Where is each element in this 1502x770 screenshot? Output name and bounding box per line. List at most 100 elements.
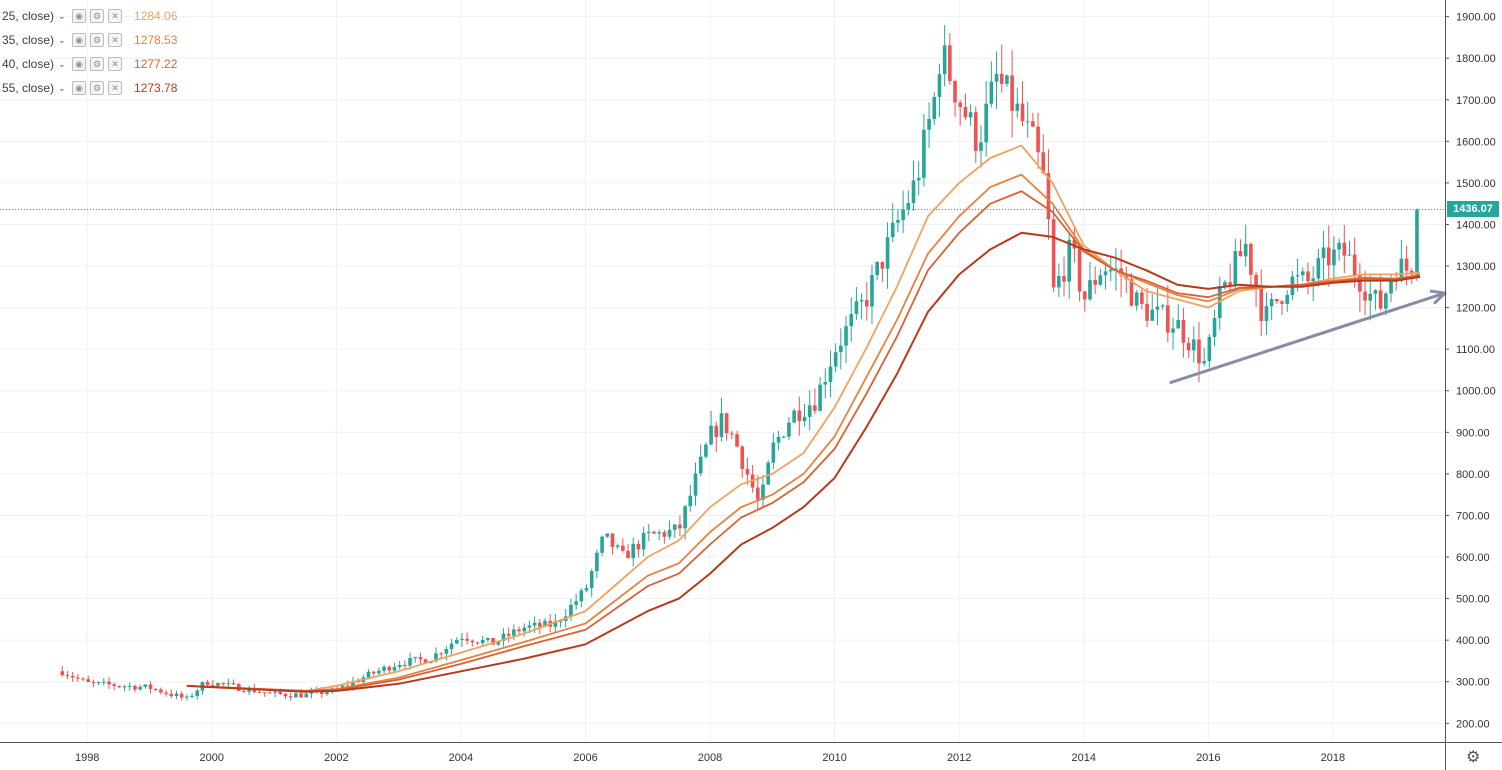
y-tick-label: 900.00 — [1456, 427, 1490, 439]
candle-body — [1285, 295, 1290, 304]
legend-value: 1273.78 — [134, 81, 178, 95]
chevron-down-icon[interactable]: ⌄ — [58, 58, 66, 69]
close-icon[interactable]: ✕ — [108, 57, 123, 71]
candle-body — [781, 436, 786, 438]
candle — [766, 460, 770, 486]
candle — [870, 264, 874, 324]
candle-body — [122, 686, 127, 688]
candle-body — [813, 405, 817, 411]
candlesticks — [60, 25, 1419, 701]
candle — [693, 462, 698, 506]
candle — [1015, 87, 1020, 118]
candle-body — [195, 690, 200, 696]
chart-settings-gear-icon[interactable]: ⚙ — [1466, 749, 1481, 766]
legend-label: 35, close) — [2, 33, 55, 47]
candle-body — [662, 532, 667, 537]
candle-body — [595, 552, 599, 572]
candle-body — [480, 639, 485, 644]
candle — [1140, 287, 1144, 310]
candle — [704, 442, 708, 459]
chevron-down-icon[interactable]: ⌄ — [58, 10, 66, 21]
candle — [1145, 288, 1149, 328]
candle-body — [501, 633, 506, 642]
y-tick-label: 400.00 — [1456, 635, 1490, 647]
candle-body — [1191, 339, 1196, 351]
candle-body — [262, 692, 267, 694]
gear-icon[interactable]: ⚙ — [90, 33, 105, 47]
close-icon[interactable]: ✕ — [108, 33, 123, 47]
candle — [833, 343, 838, 373]
candle — [672, 523, 677, 538]
candle-body — [174, 693, 179, 697]
candle-body — [70, 675, 75, 678]
legend-label: 25, close) — [2, 9, 55, 23]
eye-icon[interactable]: ◉ — [72, 57, 87, 71]
candle-body — [1093, 280, 1097, 285]
candle — [454, 637, 459, 644]
candle — [1228, 263, 1232, 294]
candle-body — [138, 686, 142, 690]
current-price-label: 1436.07 — [1447, 201, 1499, 218]
candle-body — [615, 545, 620, 547]
candle-body — [387, 666, 392, 671]
candle-body — [532, 622, 537, 626]
candle — [164, 689, 168, 697]
candle — [750, 465, 755, 493]
chevron-down-icon[interactable]: ⌄ — [58, 34, 66, 45]
candle — [1368, 275, 1373, 321]
candle — [1264, 292, 1269, 336]
candle — [1332, 236, 1336, 281]
candle — [1082, 290, 1087, 312]
candle-body — [377, 670, 381, 674]
candle — [1010, 50, 1014, 138]
candle — [1399, 240, 1404, 283]
chevron-down-icon[interactable]: ⌄ — [58, 82, 66, 93]
candle — [595, 549, 599, 579]
candle-body — [875, 262, 879, 276]
close-icon[interactable]: ✕ — [108, 81, 123, 95]
eye-icon[interactable]: ◉ — [72, 81, 87, 95]
candle-body — [221, 683, 226, 685]
candle — [480, 636, 485, 647]
candle-body — [1295, 275, 1300, 277]
candle-body — [1300, 271, 1305, 276]
candle — [444, 645, 449, 661]
candle — [392, 662, 397, 673]
candle — [922, 113, 926, 187]
candle — [60, 666, 65, 677]
candle-body — [1321, 247, 1326, 259]
gear-icon[interactable]: ⚙ — [90, 9, 105, 23]
x-tick-label: 2004 — [449, 752, 473, 764]
candle — [460, 633, 464, 647]
candle — [849, 297, 854, 342]
candle-body — [844, 326, 848, 346]
x-tick-label: 2010 — [822, 752, 846, 764]
candle — [522, 623, 527, 637]
candle — [730, 430, 734, 440]
y-tick-label: 800.00 — [1456, 469, 1490, 481]
candle-body — [460, 638, 464, 641]
candle-body — [657, 532, 661, 534]
candle — [117, 685, 122, 689]
candle — [761, 475, 765, 508]
candle — [937, 63, 942, 117]
candle-body — [164, 692, 168, 694]
candle — [797, 396, 802, 436]
candle — [864, 281, 869, 321]
candle — [107, 676, 111, 689]
candle-body — [299, 693, 303, 698]
candle — [247, 685, 251, 696]
candle-body — [382, 666, 386, 671]
gear-icon[interactable]: ⚙ — [90, 81, 105, 95]
candle — [449, 638, 454, 655]
candle — [413, 656, 418, 663]
candle-body — [1077, 248, 1082, 292]
eye-icon[interactable]: ◉ — [72, 9, 87, 23]
close-icon[interactable]: ✕ — [108, 9, 123, 23]
eye-icon[interactable]: ◉ — [72, 33, 87, 47]
x-tick-label: 2018 — [1321, 752, 1345, 764]
gear-icon[interactable]: ⚙ — [90, 57, 105, 71]
candle-body — [418, 657, 423, 660]
candle-body — [621, 545, 625, 551]
